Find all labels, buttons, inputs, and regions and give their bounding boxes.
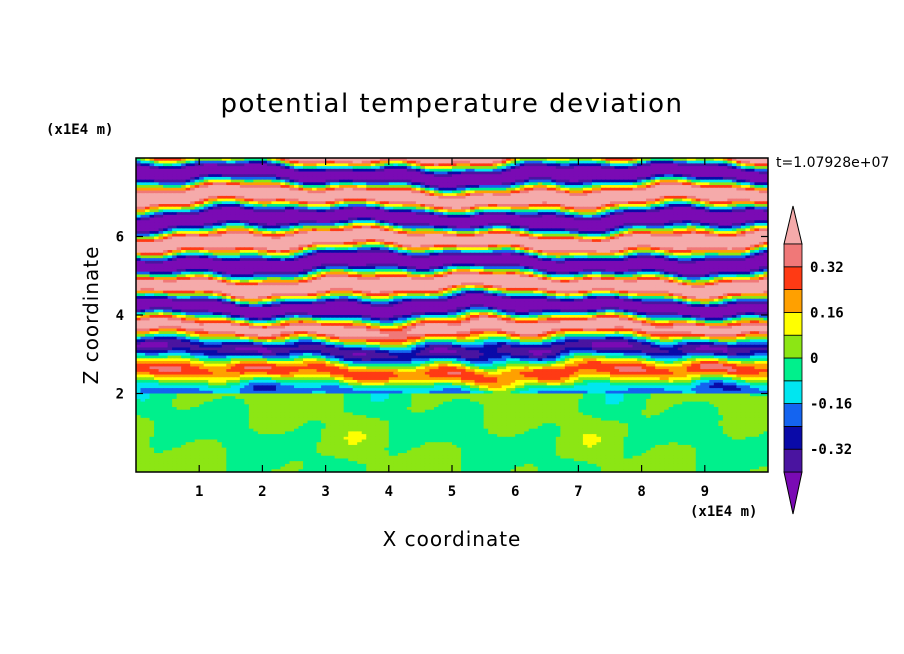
y-unit-label: (x1E4 m)	[46, 122, 113, 138]
contour-field	[136, 158, 769, 473]
time-label: t=1.07928e+07	[776, 155, 889, 171]
chart-title: potential temperature deviation	[221, 89, 684, 119]
